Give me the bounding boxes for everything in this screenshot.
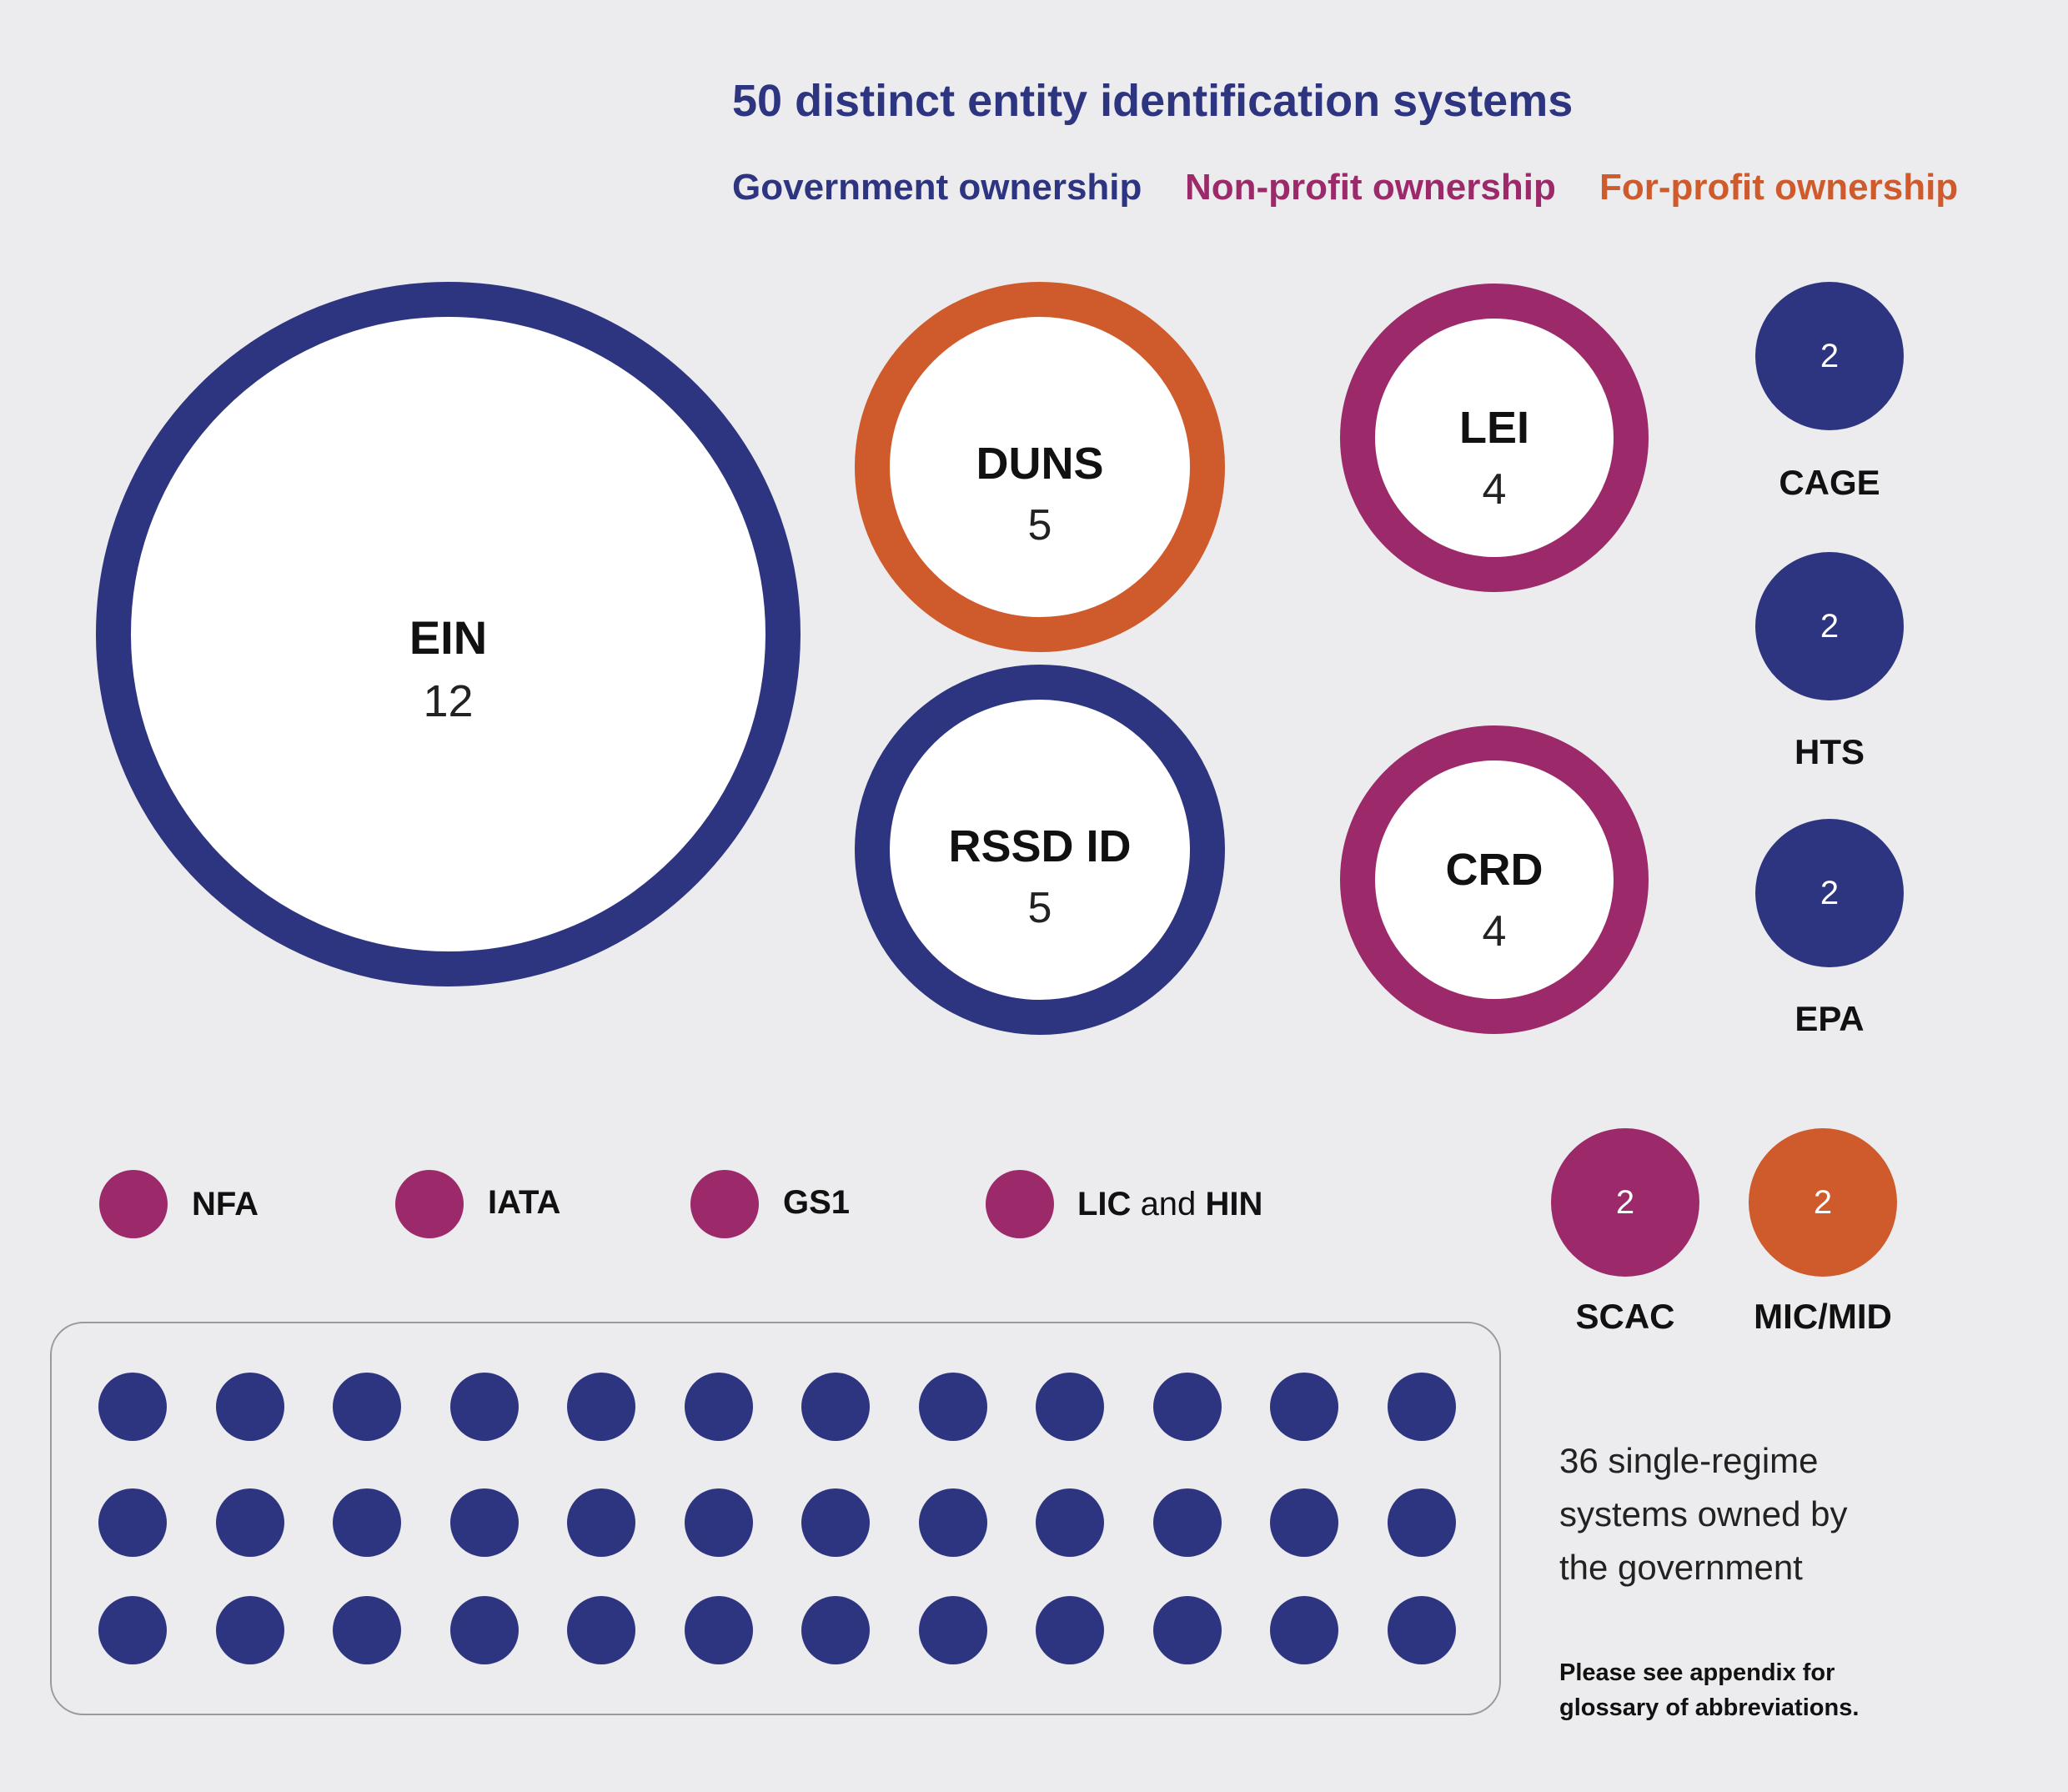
single-regime-dot — [1387, 1596, 1456, 1664]
single-regime-dot — [1387, 1488, 1456, 1557]
nfa-label: NFA — [192, 1186, 258, 1222]
single-regime-dot — [1270, 1488, 1338, 1557]
hts-label: HTS — [1794, 732, 1865, 771]
epa-label: EPA — [1794, 999, 1865, 1038]
epa-count: 2 — [1820, 874, 1840, 911]
single-regime-dot — [1152, 1596, 1222, 1664]
duns-circle: DUNS 5 — [855, 282, 1225, 652]
iata-dot — [395, 1170, 464, 1238]
single-regime-dot — [215, 1373, 284, 1441]
duns-label: DUNS — [976, 439, 1104, 489]
crd-circle: CRD 4 — [1340, 725, 1649, 1034]
lei-count: 4 — [1482, 465, 1507, 514]
legend-forprofit: For-profit ownership — [1599, 167, 1959, 208]
gs1-dot — [690, 1170, 759, 1238]
ein-count: 12 — [423, 676, 474, 726]
single-regime-dot — [1387, 1373, 1456, 1441]
nfa-dot — [99, 1170, 168, 1238]
single-regime-box — [50, 1322, 1501, 1715]
rssd-count: 5 — [1027, 884, 1052, 932]
appendix-note: Please see appendix for glossary of abbr… — [1559, 1659, 1860, 1721]
single-regime-dot — [567, 1596, 635, 1664]
micmid-circle: 2 — [1749, 1128, 1897, 1277]
single-regime-dot — [98, 1488, 167, 1557]
scac-circle: 2 — [1551, 1128, 1699, 1277]
lic-hin-dot — [986, 1170, 1054, 1238]
single-regime-dot — [333, 1488, 401, 1557]
single-regime-dot — [567, 1488, 635, 1557]
cage-label: CAGE — [1779, 463, 1880, 502]
single-regime-dot — [215, 1596, 284, 1664]
micmid-label: MIC/MID — [1754, 1297, 1892, 1336]
hts-count: 2 — [1820, 607, 1840, 645]
single-regime-dot — [801, 1488, 870, 1557]
lic-hin-label: LIC and HIN — [1077, 1186, 1263, 1222]
single-regime-dot — [449, 1488, 519, 1557]
single-regime-dot — [801, 1373, 870, 1441]
crd-count: 4 — [1482, 907, 1507, 956]
single-regime-dot — [333, 1596, 401, 1664]
micmid-count: 2 — [1813, 1183, 1833, 1221]
cage-count: 2 — [1820, 337, 1840, 374]
epa-circle: 2 — [1755, 819, 1904, 967]
single-regime-dot — [98, 1373, 167, 1441]
single-regime-dot — [449, 1373, 519, 1441]
single-regime-dot — [684, 1488, 753, 1557]
legend-government: Government ownership — [732, 167, 1142, 208]
hts-circle: 2 — [1755, 552, 1904, 700]
ein-label: EIN — [409, 611, 488, 664]
single-regime-dot — [1270, 1373, 1338, 1441]
single-regime-dot — [918, 1488, 987, 1557]
single-regime-dot — [1036, 1488, 1104, 1557]
single-regime-dot — [918, 1373, 987, 1441]
lei-label: LEI — [1458, 403, 1529, 453]
single-regime-dot — [567, 1373, 635, 1441]
gs1-label: GS1 — [783, 1184, 851, 1221]
legend-nonprofit: Non-profit ownership — [1185, 167, 1556, 208]
scac-count: 2 — [1615, 1183, 1635, 1221]
single-regime-dot — [449, 1596, 519, 1664]
lei-circle: LEI 4 — [1340, 284, 1649, 592]
single-regime-note: 36 single-regime systems owned by the go… — [1559, 1441, 1848, 1587]
single-regime-dot — [98, 1596, 167, 1664]
single-regime-dot — [1036, 1373, 1104, 1441]
duns-count: 5 — [1027, 501, 1052, 550]
scac-label: SCAC — [1575, 1297, 1675, 1336]
single-regime-dot — [215, 1488, 284, 1557]
single-regime-dot — [1270, 1596, 1338, 1664]
single-regime-dot — [684, 1373, 753, 1441]
single-regime-dot — [1152, 1373, 1222, 1441]
single-regime-dot — [918, 1596, 987, 1664]
rssd-circle: RSSD ID 5 — [855, 665, 1225, 1035]
single-regime-dot — [1152, 1488, 1222, 1557]
ein-circle: EIN 12 — [96, 282, 801, 986]
single-regime-dot — [684, 1596, 753, 1664]
crd-label: CRD — [1445, 845, 1543, 895]
diagram-title: 50 distinct entity identification system… — [732, 76, 1574, 126]
single-regime-dot — [1036, 1596, 1104, 1664]
cage-circle: 2 — [1755, 282, 1904, 430]
single-regime-dot — [333, 1373, 401, 1441]
iata-label: IATA — [488, 1184, 561, 1221]
rssd-label: RSSD ID — [948, 821, 1132, 871]
single-regime-dot — [801, 1596, 870, 1664]
